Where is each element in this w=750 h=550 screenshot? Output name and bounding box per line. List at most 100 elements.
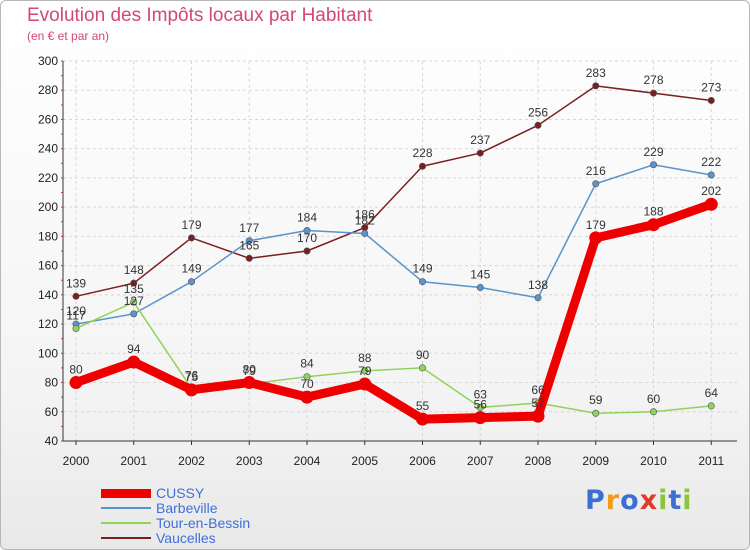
data-label-cussy: 55 bbox=[416, 399, 430, 413]
y-tick-label: 180 bbox=[38, 229, 58, 243]
logo-letter: i bbox=[658, 485, 669, 516]
data-label-tour-en-bessin: 79 bbox=[243, 364, 257, 378]
proxiti-logo: Proxiti bbox=[585, 485, 693, 516]
series-line-tour-en-bessin bbox=[75, 301, 712, 414]
x-tick-label: 2000 bbox=[63, 454, 90, 468]
data-label-vaucelles: 228 bbox=[412, 146, 432, 160]
data-point-vaucelles bbox=[188, 234, 196, 242]
data-point-barbeville bbox=[188, 278, 196, 286]
data-point-vaucelles bbox=[418, 162, 426, 170]
data-label-cussy: 79 bbox=[358, 364, 372, 378]
data-label-tour-en-bessin: 135 bbox=[124, 282, 144, 296]
data-label-barbeville: 184 bbox=[297, 211, 317, 225]
data-label-barbeville: 222 bbox=[701, 155, 721, 169]
logo-letter: i bbox=[682, 485, 693, 516]
series-line-barbeville bbox=[75, 164, 712, 325]
data-point-barbeville bbox=[534, 294, 542, 302]
data-point-tour-en-bessin bbox=[72, 324, 80, 332]
data-label-barbeville: 182 bbox=[355, 213, 375, 227]
data-point-tour-en-bessin bbox=[592, 409, 600, 417]
data-label-tour-en-bessin: 90 bbox=[416, 348, 430, 362]
chart-title: Evolution des Impôts locaux par Habitant bbox=[27, 5, 373, 26]
data-label-tour-en-bessin: 63 bbox=[474, 387, 488, 401]
series-line-vaucelles bbox=[75, 85, 712, 298]
data-point-vaucelles bbox=[303, 247, 311, 255]
data-point-vaucelles bbox=[592, 82, 600, 90]
data-label-barbeville: 138 bbox=[528, 278, 548, 292]
data-label-vaucelles: 179 bbox=[181, 218, 201, 232]
data-label-barbeville: 177 bbox=[239, 221, 259, 235]
data-point-vaucelles bbox=[476, 149, 484, 157]
data-label-cussy: 80 bbox=[69, 363, 83, 377]
legend-swatch bbox=[101, 537, 151, 539]
logo-letter: r bbox=[605, 485, 621, 516]
data-label-vaucelles: 278 bbox=[643, 73, 663, 87]
data-point-vaucelles bbox=[649, 89, 657, 97]
legend-swatch bbox=[101, 522, 151, 524]
data-label-barbeville: 120 bbox=[66, 304, 86, 318]
legend-label: CUSSY bbox=[156, 485, 205, 501]
data-point-cussy bbox=[531, 409, 545, 423]
data-label-cussy: 57 bbox=[531, 396, 545, 410]
data-point-cussy bbox=[647, 218, 660, 232]
data-point-cussy bbox=[473, 411, 487, 425]
x-tick-label: 2002 bbox=[178, 454, 205, 468]
logo-letter: t bbox=[668, 485, 683, 516]
logo-letter: x bbox=[639, 485, 659, 516]
data-label-tour-en-bessin: 64 bbox=[705, 386, 719, 400]
data-point-tour-en-bessin bbox=[303, 373, 311, 381]
y-tick-label: 300 bbox=[38, 54, 58, 68]
data-label-cussy: 202 bbox=[701, 184, 721, 198]
data-point-tour-en-bessin bbox=[418, 364, 426, 372]
legend-label: Vaucelles bbox=[156, 530, 216, 546]
data-label-tour-en-bessin: 66 bbox=[531, 383, 545, 397]
y-tick-label: 40 bbox=[45, 434, 59, 448]
data-point-vaucelles bbox=[707, 96, 715, 104]
data-point-cussy bbox=[416, 412, 429, 426]
data-point-cussy bbox=[69, 376, 83, 390]
data-point-barbeville bbox=[130, 310, 138, 318]
data-label-barbeville: 229 bbox=[643, 145, 663, 159]
data-point-barbeville bbox=[303, 227, 311, 235]
x-tick-label: 2001 bbox=[120, 454, 147, 468]
data-point-vaucelles bbox=[534, 121, 542, 129]
data-point-cussy bbox=[242, 376, 256, 390]
data-point-barbeville bbox=[361, 229, 369, 237]
x-tick-label: 2005 bbox=[351, 454, 378, 468]
y-tick-label: 60 bbox=[45, 405, 59, 419]
legend-swatch bbox=[101, 507, 151, 509]
data-label-barbeville: 127 bbox=[124, 294, 144, 308]
data-label-barbeville: 216 bbox=[586, 164, 606, 178]
data-point-cussy bbox=[185, 383, 198, 397]
data-point-barbeville bbox=[707, 171, 715, 179]
data-label-cussy: 70 bbox=[300, 377, 314, 391]
y-tick-label: 100 bbox=[38, 346, 58, 360]
chart-subtitle: (en € et par an) bbox=[27, 29, 110, 43]
data-label-tour-en-bessin: 84 bbox=[300, 357, 314, 371]
data-label-tour-en-bessin: 59 bbox=[589, 393, 603, 407]
data-point-barbeville bbox=[592, 180, 600, 188]
data-label-vaucelles: 139 bbox=[66, 276, 86, 290]
data-label-vaucelles: 165 bbox=[239, 238, 259, 252]
data-label-barbeville: 149 bbox=[412, 262, 432, 276]
legend-label: Barbeville bbox=[156, 500, 218, 516]
data-label-vaucelles: 186 bbox=[355, 208, 375, 222]
logo-letter: P bbox=[585, 485, 606, 516]
legend-swatch bbox=[101, 488, 151, 498]
y-tick-label: 280 bbox=[38, 83, 58, 97]
data-point-cussy bbox=[127, 355, 141, 369]
data-point-tour-en-bessin bbox=[707, 402, 715, 410]
data-point-tour-en-bessin bbox=[476, 403, 484, 411]
data-label-vaucelles: 273 bbox=[701, 80, 721, 94]
data-point-barbeville bbox=[245, 237, 253, 245]
data-point-tour-en-bessin bbox=[361, 367, 369, 375]
x-tick-label: 2007 bbox=[467, 454, 494, 468]
data-label-vaucelles: 170 bbox=[297, 231, 317, 245]
data-label-tour-en-bessin: 117 bbox=[66, 308, 85, 322]
x-tick-label: 2010 bbox=[640, 454, 667, 468]
data-label-tour-en-bessin: 88 bbox=[358, 351, 372, 365]
data-point-tour-en-bessin bbox=[649, 408, 657, 416]
x-tick-label: 2009 bbox=[582, 454, 609, 468]
x-tick-label: 2008 bbox=[525, 454, 552, 468]
logo-letter: o bbox=[620, 485, 640, 516]
